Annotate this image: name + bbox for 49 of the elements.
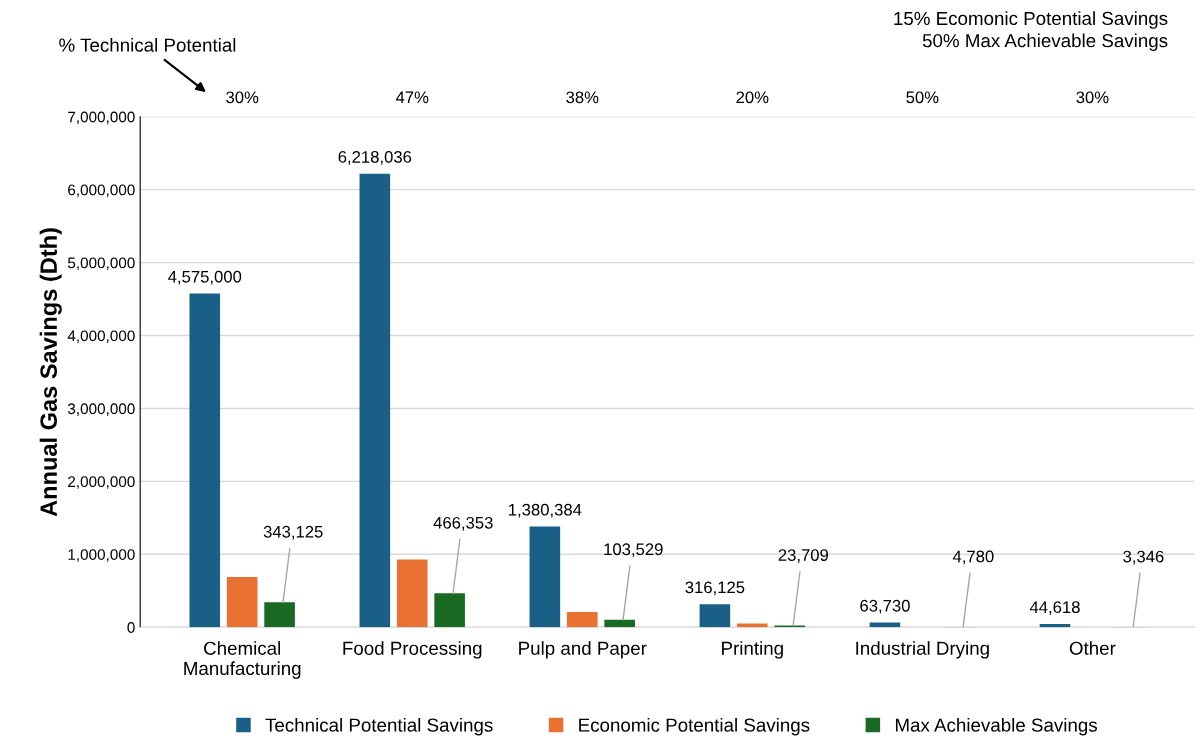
text: 30% [226, 91, 259, 104]
x-tick-label: Other [1069, 641, 1116, 655]
x-tick-label: Chemical Manufacturing [184, 641, 301, 679]
data-label: 63,730 [860, 599, 910, 614]
bar [1039, 623, 1071, 628]
legend-label: Technical Potential Savings [265, 717, 493, 736]
data-label: 6,218,036 [338, 150, 412, 165]
x-tick-label: Food Processing [343, 641, 482, 659]
data-label: 23,709 [778, 549, 829, 563]
y-tick-label: 7,000,000 [68, 111, 135, 125]
bar [699, 604, 731, 628]
text: 50% [906, 91, 939, 104]
x-tick-label: Pulp and Paper [519, 641, 647, 659]
bar [566, 611, 598, 628]
bar [434, 593, 465, 628]
data-label: 4,780 [952, 550, 994, 565]
bar [226, 576, 258, 628]
legend-label: Economic Potential Savings [579, 717, 810, 736]
y-tick-label: 6,000,000 [68, 184, 135, 198]
bar [359, 173, 391, 628]
y-tick-label: 3,000,000 [67, 403, 135, 416]
bar [189, 293, 221, 628]
text: 30% [1076, 91, 1109, 104]
bar [264, 602, 295, 628]
y-tick-label: 5,000,000 [67, 257, 135, 271]
data-label: 4,575,000 [168, 270, 242, 285]
y-tick-label: 0 [127, 622, 135, 633]
text: 38% [566, 91, 599, 104]
data-label: 466,353 [433, 516, 493, 531]
text: 47% [395, 91, 429, 104]
bar [396, 559, 428, 628]
data-label: 103,529 [604, 543, 663, 558]
data-label: 316,125 [685, 581, 745, 596]
legend-label: Max Achievable Savings [895, 717, 1097, 736]
bar [529, 526, 561, 628]
x-tick-label: Printing [722, 641, 783, 659]
text: 15% Ecomonic Potential Savings 50% Max Achievable Savings [894, 11, 1168, 52]
data-label: 3,346 [1123, 550, 1164, 565]
y-tick-label: 2,000,000 [68, 476, 135, 489]
y-tick-label: 4,000,000 [67, 330, 135, 344]
data-label: 1,380,384 [509, 503, 582, 518]
y-axis-title: Annual Gas Savings (Dth) [39, 228, 62, 517]
x-tick-label: Industrial Drying [856, 641, 989, 659]
text: 20% [736, 91, 769, 104]
data-label: 44,618 [1029, 601, 1080, 616]
text: % Technical Potential [59, 37, 236, 52]
data-label: 343,125 [263, 525, 323, 540]
bar [604, 619, 635, 628]
y-tick-label: 1,000,000 [68, 549, 135, 562]
